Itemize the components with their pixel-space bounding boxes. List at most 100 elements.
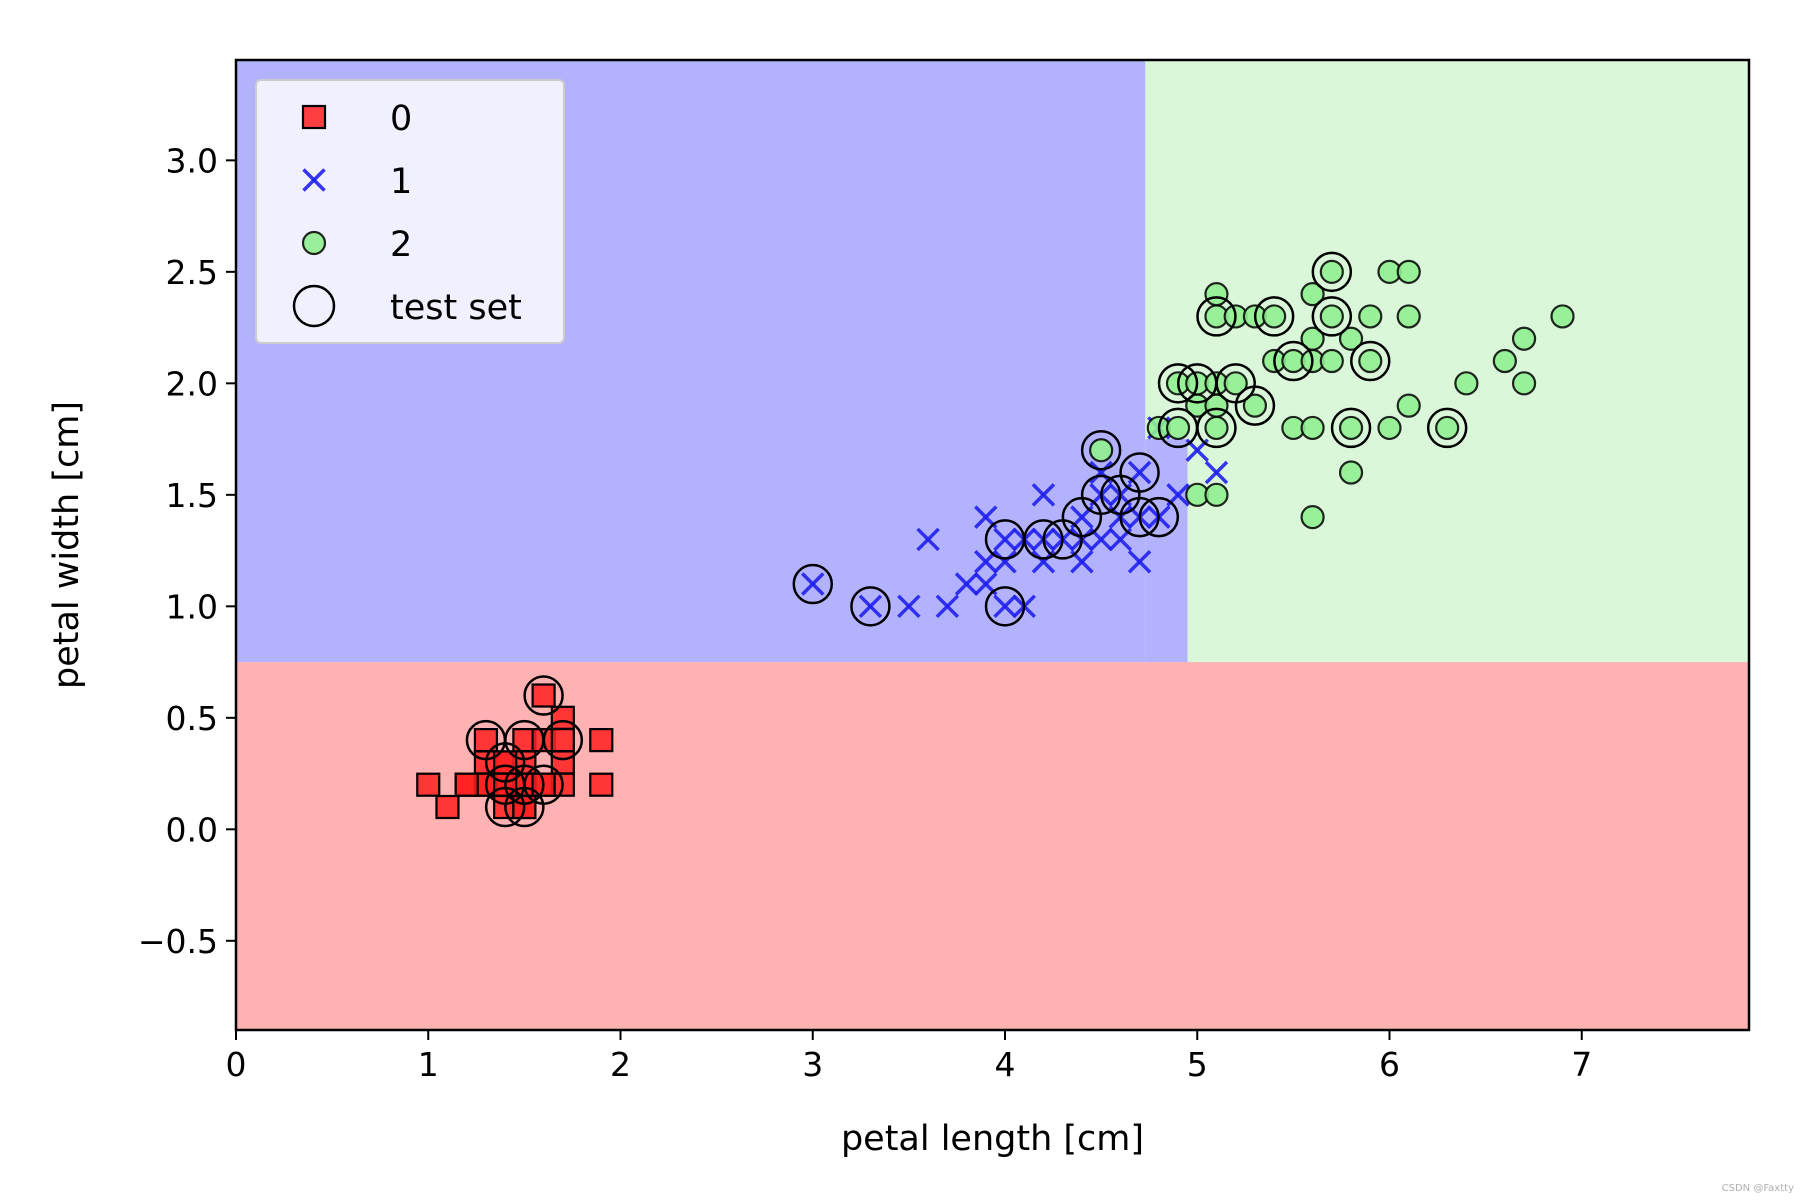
point-class-0-14 xyxy=(531,683,556,708)
point-class-1-3-stroke-b xyxy=(916,527,940,552)
point-class-2-32 xyxy=(1358,348,1383,374)
point-class-0-19 xyxy=(550,728,575,753)
plot-frame xyxy=(234,58,1751,1032)
point-class-0-29 xyxy=(454,772,479,797)
test-set-point-32 xyxy=(1311,296,1353,337)
y-tick-label-6: 2.5 xyxy=(166,253,218,292)
test-set-point-13 xyxy=(984,586,1026,627)
test-set-point-24 xyxy=(1157,363,1199,404)
point-class-1-21-stroke-b xyxy=(1089,527,1113,552)
x-axis-label: petal length [cm] xyxy=(841,1119,1144,1159)
point-class-2-13 xyxy=(1223,371,1248,396)
point-class-1-9-stroke-b xyxy=(993,594,1017,619)
point-class-2-30 xyxy=(1338,415,1364,441)
test-set-point-20 xyxy=(1119,496,1160,538)
point-class-1-18-stroke-b xyxy=(1070,549,1094,574)
test-set-point-9 xyxy=(542,719,584,761)
legend-marker-1-stroke-b xyxy=(302,168,326,192)
y-tick-label-7: 3.0 xyxy=(166,141,218,180)
point-class-1-34-stroke-b xyxy=(1204,460,1229,485)
y-axis-ticks: −0.5 0.0 0.5 1.0 1.5 2.0 2.5 3.0 xyxy=(138,141,236,961)
point-class-0-20 xyxy=(589,772,614,797)
legend-box xyxy=(255,79,565,344)
point-class-1-2-stroke-b xyxy=(897,594,921,619)
point-class-2-37 xyxy=(1396,304,1421,329)
point-class-0-0 xyxy=(416,772,441,797)
point-class-1-16 xyxy=(1031,483,1056,507)
point-class-2-24 xyxy=(1300,326,1325,351)
y-tick-label-1: 0.0 xyxy=(166,810,218,849)
point-class-1-34 xyxy=(1204,460,1229,485)
y-tick-label-3: 1.0 xyxy=(166,587,218,626)
point-class-1-5-stroke-b xyxy=(954,572,979,596)
point-class-2-41 xyxy=(1492,348,1517,374)
test-set-point-11 xyxy=(850,586,891,627)
point-class-2-33 xyxy=(1358,304,1383,329)
x-axis-ticks: 0 1 2 3 4 5 6 7 xyxy=(226,1030,1592,1084)
point-class-1-10 xyxy=(993,549,1017,574)
point-class-1-0-stroke-b xyxy=(801,572,825,596)
point-class-0-1 xyxy=(435,794,460,820)
x-tick-label-1: 1 xyxy=(418,1045,439,1084)
test-set-point-34 xyxy=(1330,407,1372,449)
decision-regions xyxy=(236,60,1749,1030)
region-class-2 xyxy=(1145,60,1749,440)
point-class-1-27-stroke-b xyxy=(1127,549,1152,574)
test-set-point-31 xyxy=(1273,340,1314,382)
point-class-1-11 xyxy=(993,527,1017,552)
test-set-point-8 xyxy=(523,764,564,805)
point-class-1-1-stroke-b xyxy=(858,594,883,619)
point-class-0-5 xyxy=(473,728,499,753)
point-class-2-0 xyxy=(1089,438,1114,463)
point-class-2-38 xyxy=(1396,259,1421,284)
point-class-1-4 xyxy=(935,594,960,619)
test-set-point-22 xyxy=(1138,496,1180,538)
point-class-2-18 xyxy=(1262,304,1287,329)
point-class-2-12 xyxy=(1204,282,1229,307)
point-class-2-8 xyxy=(1204,415,1229,441)
test-set-point-27 xyxy=(1196,296,1237,337)
point-class-1-1 xyxy=(858,594,883,619)
y-tick-label-2: 0.5 xyxy=(166,699,218,738)
test-set-point-17 xyxy=(1080,474,1122,516)
point-class-1-3 xyxy=(916,527,940,552)
legend: 0 1 2 test set xyxy=(255,79,565,344)
x-tick-label-2: 2 xyxy=(610,1045,631,1084)
point-class-1-0 xyxy=(801,572,825,596)
point-class-1-4-stroke-b xyxy=(935,594,960,619)
point-class-2-40 xyxy=(1454,371,1479,396)
scatter-points xyxy=(416,251,1575,828)
point-class-2-2 xyxy=(1165,415,1191,441)
point-class-2-43 xyxy=(1511,326,1537,351)
y-tick-label-4: 1.5 xyxy=(166,476,218,515)
point-class-2-44 xyxy=(1550,304,1575,329)
point-class-1-11-stroke-b xyxy=(993,527,1017,552)
x-tick-label-6: 6 xyxy=(1379,1045,1400,1084)
x-tick-label-5: 5 xyxy=(1187,1045,1208,1084)
point-class-2-42 xyxy=(1511,371,1537,396)
test-set-point-36 xyxy=(1426,407,1468,449)
x-tick-label-3: 3 xyxy=(802,1045,823,1084)
x-tick-label-4: 4 xyxy=(994,1045,1015,1084)
point-class-2-25 xyxy=(1300,282,1325,307)
test-set-point-7 xyxy=(523,675,564,716)
point-class-1-9 xyxy=(993,594,1017,619)
point-class-2-31 xyxy=(1338,326,1364,351)
legend-label-test-set: test set xyxy=(390,288,522,328)
test-set-point-35 xyxy=(1350,340,1391,382)
legend-marker-2 xyxy=(301,230,327,256)
legend-label-1: 1 xyxy=(390,162,412,202)
y-tick-label-0: −0.5 xyxy=(138,922,218,961)
legend-marker-1 xyxy=(302,168,326,192)
point-class-1-10-stroke-b xyxy=(993,549,1017,574)
legend-label-0: 0 xyxy=(390,99,412,139)
point-class-2-27 xyxy=(1319,304,1344,329)
test-set-point-21 xyxy=(1119,452,1160,493)
point-class-2-28 xyxy=(1319,259,1344,284)
x-tick-label-7: 7 xyxy=(1571,1045,1592,1084)
test-set-point-26 xyxy=(1196,407,1237,449)
point-class-1-6-stroke-b xyxy=(974,572,998,596)
region-class-2 xyxy=(1187,439,1749,663)
point-class-2-22 xyxy=(1300,415,1325,441)
